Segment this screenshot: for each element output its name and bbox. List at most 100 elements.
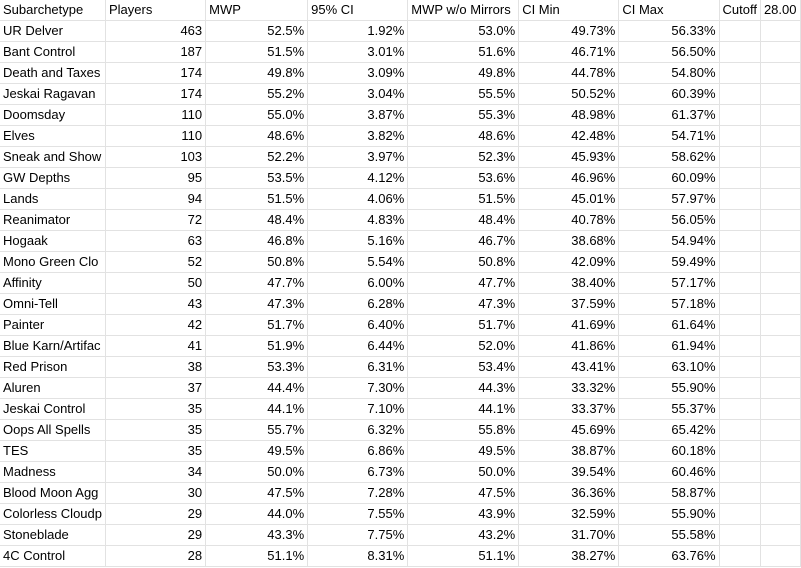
cell-cutoff[interactable] [719,461,761,483]
cell-ci[interactable]: 6.40% [307,314,409,336]
cell-mwp-wo-mirrors[interactable]: 55.8% [407,419,520,441]
cell-mwp[interactable]: 51.7% [205,314,309,336]
cell-extra[interactable] [760,146,801,168]
cell-cutoff[interactable] [719,41,761,63]
cell-players[interactable]: 29 [105,524,207,546]
cell-ci-min[interactable]: 33.32% [518,377,620,399]
cell-extra[interactable] [760,293,801,315]
cell-mwp[interactable]: 44.4% [205,377,309,399]
cell-mwp-wo-mirrors[interactable]: 48.4% [407,209,520,231]
cell-players[interactable]: 34 [105,461,207,483]
cell-extra[interactable] [760,167,801,189]
cell-ci-min[interactable]: 38.87% [518,440,620,462]
cell-ci[interactable]: 7.55% [307,503,409,525]
cell-extra[interactable] [760,503,801,525]
cell-ci-max[interactable]: 57.97% [618,188,720,210]
cell-mwp-wo-mirrors[interactable]: 48.6% [407,125,520,147]
cell-ci[interactable]: 1.92% [307,20,409,42]
cell-cutoff[interactable] [719,209,761,231]
cell-extra[interactable] [760,461,801,483]
cell-ci[interactable]: 6.31% [307,356,409,378]
cell-mwp[interactable]: 44.0% [205,503,309,525]
cell-players[interactable]: 41 [105,335,207,357]
cell-cutoff[interactable] [719,83,761,105]
cell-cutoff[interactable] [719,482,761,504]
cell-mwp-wo-mirrors[interactable]: 52.3% [407,146,520,168]
cell-cutoff[interactable] [719,314,761,336]
cell-mwp-wo-mirrors[interactable]: 51.6% [407,41,520,63]
cell-ci-max[interactable]: 55.58% [618,524,720,546]
cell-extra[interactable] [760,419,801,441]
cell-ci-min[interactable]: 42.09% [518,251,620,273]
cell-mwp[interactable]: 51.9% [205,335,309,357]
header-cell-players[interactable]: Players [105,0,207,21]
cell-mwp[interactable]: 47.7% [205,272,309,294]
cell-extra[interactable] [760,209,801,231]
cell-subarchetype[interactable]: Elves [0,125,106,147]
cell-mwp-wo-mirrors[interactable]: 51.7% [407,314,520,336]
cell-ci[interactable]: 7.28% [307,482,409,504]
header-cell-mwp[interactable]: MWP [205,0,309,21]
cell-mwp-wo-mirrors[interactable]: 43.2% [407,524,520,546]
cell-cutoff[interactable] [719,377,761,399]
cell-ci[interactable]: 4.83% [307,209,409,231]
cell-players[interactable]: 29 [105,503,207,525]
cell-ci-min[interactable]: 33.37% [518,398,620,420]
cell-cutoff[interactable] [719,419,761,441]
cell-ci-max[interactable]: 61.94% [618,335,720,357]
cell-mwp-wo-mirrors[interactable]: 51.1% [407,545,520,567]
cell-ci[interactable]: 3.82% [307,125,409,147]
cell-extra[interactable] [760,251,801,273]
cell-mwp-wo-mirrors[interactable]: 47.5% [407,482,520,504]
cell-subarchetype[interactable]: GW Depths [0,167,106,189]
cell-players[interactable]: 35 [105,398,207,420]
cell-ci[interactable]: 6.86% [307,440,409,462]
cell-extra[interactable] [760,104,801,126]
cell-mwp[interactable]: 51.1% [205,545,309,567]
cell-mwp[interactable]: 52.2% [205,146,309,168]
cell-ci[interactable]: 7.75% [307,524,409,546]
cell-subarchetype[interactable]: Omni-Tell [0,293,106,315]
cell-ci-max[interactable]: 54.94% [618,230,720,252]
cell-players[interactable]: 38 [105,356,207,378]
cell-ci-min[interactable]: 31.70% [518,524,620,546]
cell-ci-max[interactable]: 58.87% [618,482,720,504]
header-cell-mwp-wo-mirrors[interactable]: MWP w/o Mirrors [407,0,520,21]
header-cell-cutoff[interactable]: Cutoff [719,0,761,21]
cell-cutoff[interactable] [719,146,761,168]
cell-subarchetype[interactable]: Hogaak [0,230,106,252]
cell-ci-min[interactable]: 32.59% [518,503,620,525]
cell-players[interactable]: 52 [105,251,207,273]
cell-cutoff[interactable] [719,104,761,126]
cell-cutoff[interactable] [719,20,761,42]
cell-players[interactable]: 42 [105,314,207,336]
cell-ci-min[interactable]: 40.78% [518,209,620,231]
cell-subarchetype[interactable]: UR Delver [0,20,106,42]
cell-subarchetype[interactable]: Painter [0,314,106,336]
cell-subarchetype[interactable]: Jeskai Ragavan [0,83,106,105]
cell-mwp-wo-mirrors[interactable]: 49.8% [407,62,520,84]
cell-players[interactable]: 174 [105,62,207,84]
cell-ci-min[interactable]: 42.48% [518,125,620,147]
cell-subarchetype[interactable]: Reanimator [0,209,106,231]
cell-mwp-wo-mirrors[interactable]: 50.8% [407,251,520,273]
cell-mwp-wo-mirrors[interactable]: 47.7% [407,272,520,294]
cell-cutoff[interactable] [719,293,761,315]
cell-cutoff[interactable] [719,272,761,294]
cell-players[interactable]: 35 [105,440,207,462]
cell-cutoff[interactable] [719,335,761,357]
cell-subarchetype[interactable]: Jeskai Control [0,398,106,420]
cell-mwp[interactable]: 49.8% [205,62,309,84]
cell-mwp[interactable]: 46.8% [205,230,309,252]
cell-ci-min[interactable]: 45.93% [518,146,620,168]
header-cell-subarchetype[interactable]: Subarchetype [0,0,106,21]
cell-mwp[interactable]: 43.3% [205,524,309,546]
cell-mwp[interactable]: 55.7% [205,419,309,441]
cell-ci[interactable]: 4.06% [307,188,409,210]
cell-cutoff[interactable] [719,356,761,378]
cell-players[interactable]: 63 [105,230,207,252]
cell-players[interactable]: 43 [105,293,207,315]
cell-cutoff[interactable] [719,503,761,525]
cell-ci-min[interactable]: 43.41% [518,356,620,378]
cell-ci-max[interactable]: 56.50% [618,41,720,63]
